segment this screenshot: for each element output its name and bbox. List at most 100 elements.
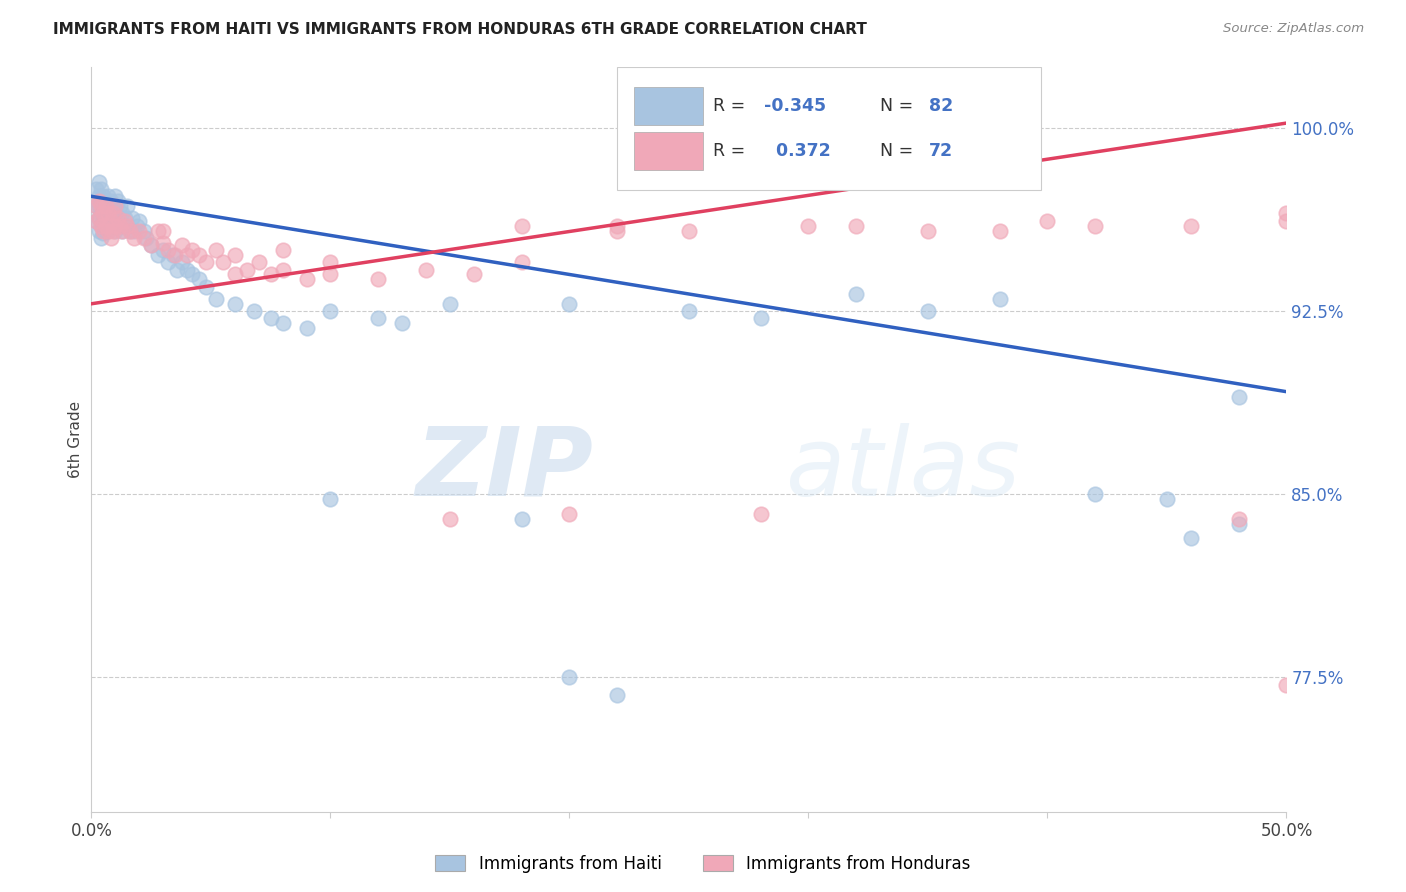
Point — [295, 272, 318, 286]
Text: 82: 82 — [929, 97, 953, 115]
Point — [97, 223, 120, 237]
Point — [271, 243, 294, 257]
Point — [94, 206, 117, 220]
Point — [90, 219, 112, 233]
Point — [84, 199, 107, 213]
Point — [93, 199, 114, 213]
Point — [367, 272, 389, 286]
Point — [319, 304, 342, 318]
Point — [224, 297, 246, 311]
Point — [87, 211, 110, 226]
Point — [111, 223, 134, 237]
Point — [90, 206, 112, 220]
Point — [93, 213, 114, 227]
Text: 72: 72 — [929, 142, 953, 160]
Point — [101, 223, 124, 237]
Point — [510, 511, 533, 525]
Point — [678, 304, 700, 318]
Point — [100, 211, 122, 226]
Point — [107, 213, 129, 227]
Point — [101, 206, 124, 220]
Point — [118, 223, 141, 237]
Point — [121, 211, 143, 226]
Point — [93, 189, 114, 203]
Point — [93, 223, 114, 237]
Point — [124, 231, 146, 245]
Point — [195, 255, 218, 269]
Point — [180, 268, 202, 282]
Point — [797, 219, 820, 233]
Point — [87, 175, 110, 189]
Point — [101, 199, 124, 213]
Point — [93, 206, 114, 220]
Point — [172, 255, 194, 269]
Point — [180, 243, 202, 257]
Point — [115, 219, 138, 233]
Point — [84, 182, 107, 196]
Point — [94, 194, 117, 209]
Point — [104, 223, 127, 237]
Text: R =: R = — [713, 97, 751, 115]
Point — [111, 206, 134, 220]
Point — [90, 231, 112, 245]
Point — [152, 235, 174, 250]
Text: IMMIGRANTS FROM HAITI VS IMMIGRANTS FROM HONDURAS 6TH GRADE CORRELATION CHART: IMMIGRANTS FROM HAITI VS IMMIGRANTS FROM… — [53, 22, 868, 37]
Point — [84, 213, 107, 227]
Point — [115, 219, 138, 233]
Point — [128, 213, 150, 227]
Point — [606, 688, 628, 702]
Point — [439, 511, 461, 525]
Point — [90, 182, 112, 196]
Point — [749, 311, 772, 326]
Y-axis label: 6th Grade: 6th Grade — [67, 401, 83, 478]
Point — [204, 292, 226, 306]
Point — [90, 194, 112, 209]
Point — [187, 272, 211, 286]
Point — [224, 248, 246, 262]
Point — [87, 223, 110, 237]
Point — [163, 248, 186, 262]
Point — [1227, 511, 1250, 525]
Point — [295, 321, 318, 335]
Text: 0.372: 0.372 — [765, 142, 831, 160]
Point — [107, 194, 129, 209]
Point — [152, 243, 174, 257]
Point — [259, 311, 281, 326]
Point — [93, 226, 114, 240]
Point — [104, 219, 127, 233]
Point — [988, 292, 1011, 306]
Point — [247, 255, 270, 269]
Point — [100, 194, 122, 209]
Point — [678, 223, 700, 237]
Point — [319, 255, 342, 269]
Point — [108, 219, 131, 233]
Point — [97, 206, 120, 220]
Text: atlas: atlas — [785, 423, 1019, 516]
Point — [1084, 487, 1107, 501]
Point — [104, 206, 127, 220]
Point — [204, 243, 226, 257]
Point — [87, 211, 110, 226]
Text: -0.345: -0.345 — [765, 97, 827, 115]
Point — [1275, 206, 1298, 220]
Point — [156, 255, 179, 269]
Text: N =: N = — [880, 97, 920, 115]
Point — [94, 199, 117, 213]
Point — [141, 238, 162, 252]
Point — [415, 262, 437, 277]
Point — [90, 199, 112, 213]
Point — [97, 189, 120, 203]
Point — [141, 238, 162, 252]
Legend: Immigrants from Haiti, Immigrants from Honduras: Immigrants from Haiti, Immigrants from H… — [429, 848, 977, 880]
Point — [367, 311, 389, 326]
Point — [1180, 219, 1202, 233]
Point — [90, 219, 112, 233]
Point — [97, 206, 120, 220]
Point — [558, 507, 581, 521]
Point — [114, 211, 136, 226]
Point — [156, 243, 179, 257]
FancyBboxPatch shape — [634, 87, 703, 126]
Point — [132, 223, 155, 237]
Point — [319, 268, 342, 282]
Point — [87, 189, 110, 203]
